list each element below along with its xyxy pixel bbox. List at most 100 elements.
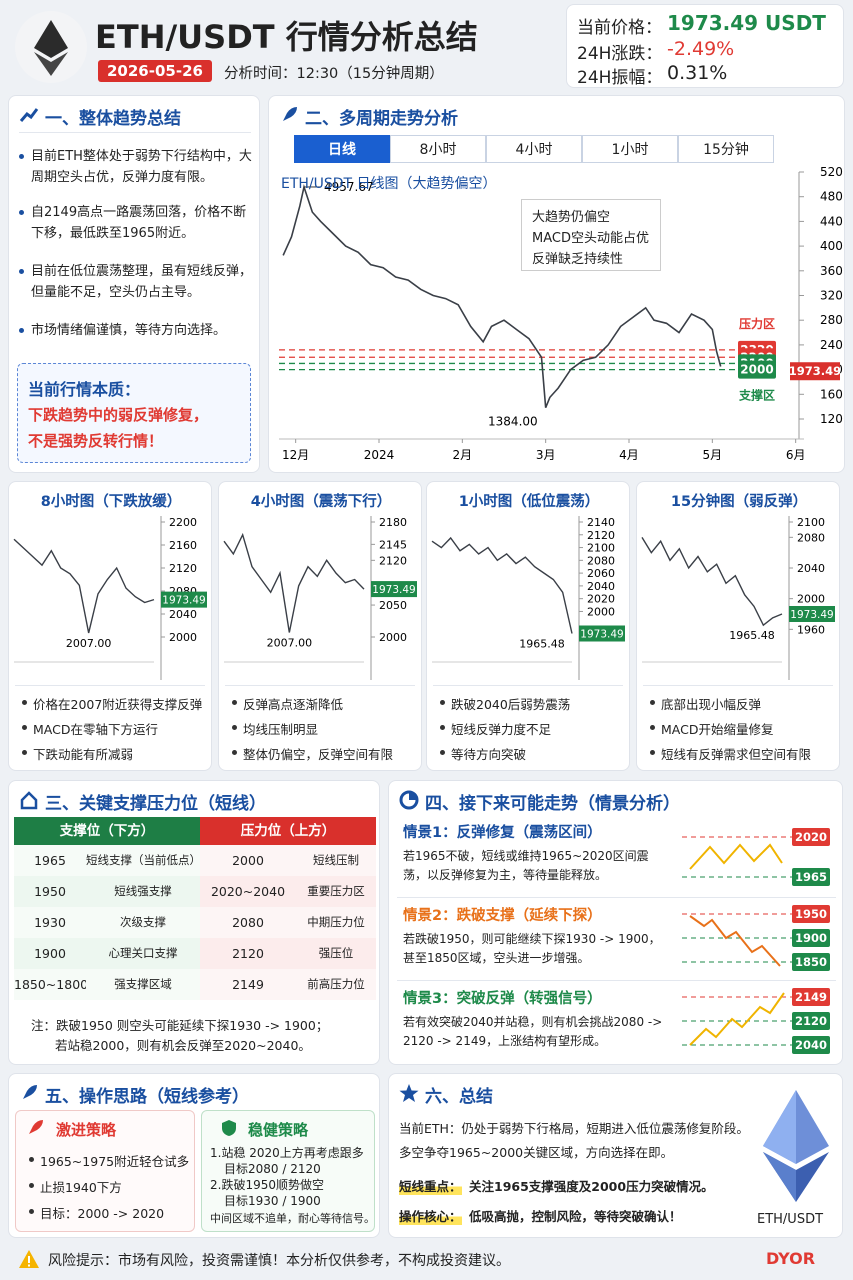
y-tick-label: 2120 [587,529,615,542]
amp-label: 24H振幅： [577,68,663,88]
y-tick-label: 2160 [169,539,197,552]
bullet: 均线压制明显 [231,719,318,738]
chart-title: ETH/USDT 日线图（大趋势偏空） [281,176,497,192]
dyor: DYOR [766,1249,816,1268]
x-tick-label: 4月 [619,448,639,462]
table-cell: 短线压制 [296,845,376,876]
icon [399,1084,419,1102]
price-tag-label: 1973.49 [372,584,415,596]
bullet: 整体仍偏空，反弹空间有限 [231,744,393,763]
low-label: 2007.00 [267,637,313,650]
strategy-title: 激进策略 [56,1121,117,1139]
strategy-item: 2.跌破1950顺势做空 [210,1178,324,1192]
low-label: 1384.00 [488,415,538,429]
essence-line: 下跌趋势中的弱反弹修复， [28,406,209,424]
section-title: 三、关键支撑压力位（短线） [45,794,266,814]
y-tick-label: 1200 [820,412,843,426]
y-tick-label: 5200 [820,165,843,179]
scenario-title: 情景2：跌破支撑（延续下探） [403,908,602,924]
chart-title: 8小时图（下跌放缓） [40,494,182,510]
key-label: 短线重点： [399,1176,462,1195]
note: 反弹缺乏持续性 [532,252,624,267]
risk-note: 风险提示：市场有风险，投资需谨慎！本分析仅供参考，不构成投资建议。 [48,1253,510,1269]
table-cell: 2120 [200,938,296,969]
small-chart: 1960 2000 2040 2080 2100 1965.48 1973.49 [641,516,835,680]
table-header: 支撑位（下方） [14,817,200,845]
tab[interactable]: 4小时 [486,135,582,163]
table-cell: 短线强支撑 [86,876,200,907]
price-line [223,532,365,633]
price-line [282,183,722,408]
x-tick-label: 3月 [536,448,556,462]
table-cell: 1950 [14,876,86,907]
table-cell: 1965 [14,845,86,876]
y-tick-label: 2140 [587,516,615,529]
chart-title: 15分钟图（弱反弹） [670,494,808,510]
y-tick-label: 4400 [820,214,843,228]
bullet: 反弹高点逐渐降低 [231,694,343,713]
daily-chart: 1200 1600 2000 2400 2800 3200 3600 4000 4400 4800… [279,165,843,462]
essence-box: 当前行情本质： 下跌趋势中的弱反弹修复， 不是强势反转行情！ [17,363,251,463]
key-text: 关注1965支撑强度及2000压力突破情况。 [469,1179,714,1194]
y-tick-label: 2180 [379,516,407,529]
y-tick-label: 2000 [797,593,825,606]
divider [15,685,205,686]
levels-card: 三、关键支撑压力位（短线） 支撑位（下方） 压力位（上方） 1965 短线支撑（当前低… [8,780,380,1065]
strategy-item: 目标2080 / 2120 [224,1162,321,1176]
x-tick-label: 6月 [786,448,806,462]
scenario-path [689,992,785,1046]
price: 1973.49 USDT [667,11,826,35]
level-label: 2120 [795,1014,827,1028]
key-label: 操作核心： [399,1206,462,1225]
essence-title: 当前行情本质： [28,380,141,399]
note: 注：跌破1950 则空头可能延续下探1930 -> 1900； [31,1018,329,1033]
bullet: 底部出现小幅反弹 [649,694,761,713]
tab[interactable]: 15分钟 [678,135,774,163]
essence-line: 不是强势反转行情！ [28,432,164,450]
levels-table: 支撑位（下方） 压力位（上方） 1965 短线支撑（当前低点） 2000 短线压制 1950… [14,817,376,1003]
icon [20,791,38,810]
icon [283,107,297,121]
tabs: 日线 8小时 4小时 1小时 15分钟 [294,135,774,163]
level-tag [792,905,830,923]
y-tick-label: 2100 [797,516,825,529]
section-title: 二、多周期走势分析 [305,109,458,129]
level-tag [792,1036,830,1054]
table-cell: 强支撑区域 [86,969,200,1000]
y-tick-label: 1600 [820,387,843,401]
table-cell: 2020~2040 [200,876,296,907]
scenario-diagram: 2149 2120 2040 [682,988,830,1054]
strategy-item: 止损1940下方 [29,1177,122,1196]
scenario: 情景1：反弹修复（震荡区间） 若1965不破，短线或维持1965~2020区间震荡… [397,817,836,898]
level-label: 1950 [795,907,827,921]
bullet: 短线反弹力度不足 [439,719,551,738]
logo-label: ETH/USDT [757,1212,824,1227]
key-text: 低吸高抛，控制风险，等待突破确认！ [469,1209,682,1224]
strategy-item: 中间区域不追单，耐心等待信号。 [210,1212,375,1225]
tab[interactable]: 8小时 [390,135,486,163]
level-label: 2040 [795,1038,827,1052]
y-tick-label: 2050 [379,599,407,612]
bullet: 等待方向突破 [439,744,526,763]
eth-logo [763,1090,829,1202]
table-cell: 1850~1800 [14,969,88,1000]
date: 2026-05-26 [98,60,212,82]
strategy-item: 目标：2000 -> 2020 [28,1203,164,1222]
strategy-item: 1965~1975附近轻仓试多 [28,1151,189,1170]
level-tag [792,929,830,947]
chart-title: 1小时图（低位震荡） [458,494,600,510]
low-label: 1965.48 [519,637,565,650]
analysis-time: 分析时间：12:30（15分钟周期） [224,66,444,82]
tab[interactable]: 1小时 [582,135,678,163]
y-tick-label: 3600 [820,264,843,278]
level-label: 2149 [795,990,827,1004]
price-tag [790,362,840,381]
support-label: 支撑区 [738,388,775,403]
strategy-item: 目标1930 / 1900 [224,1194,321,1208]
tab[interactable]: 日线 [294,135,390,163]
price-tag [579,625,625,642]
scenario-title: 情景3：突破反弹（转强信号） [403,991,602,1007]
low-label: 2007.00 [66,637,112,650]
icon [29,1120,43,1134]
